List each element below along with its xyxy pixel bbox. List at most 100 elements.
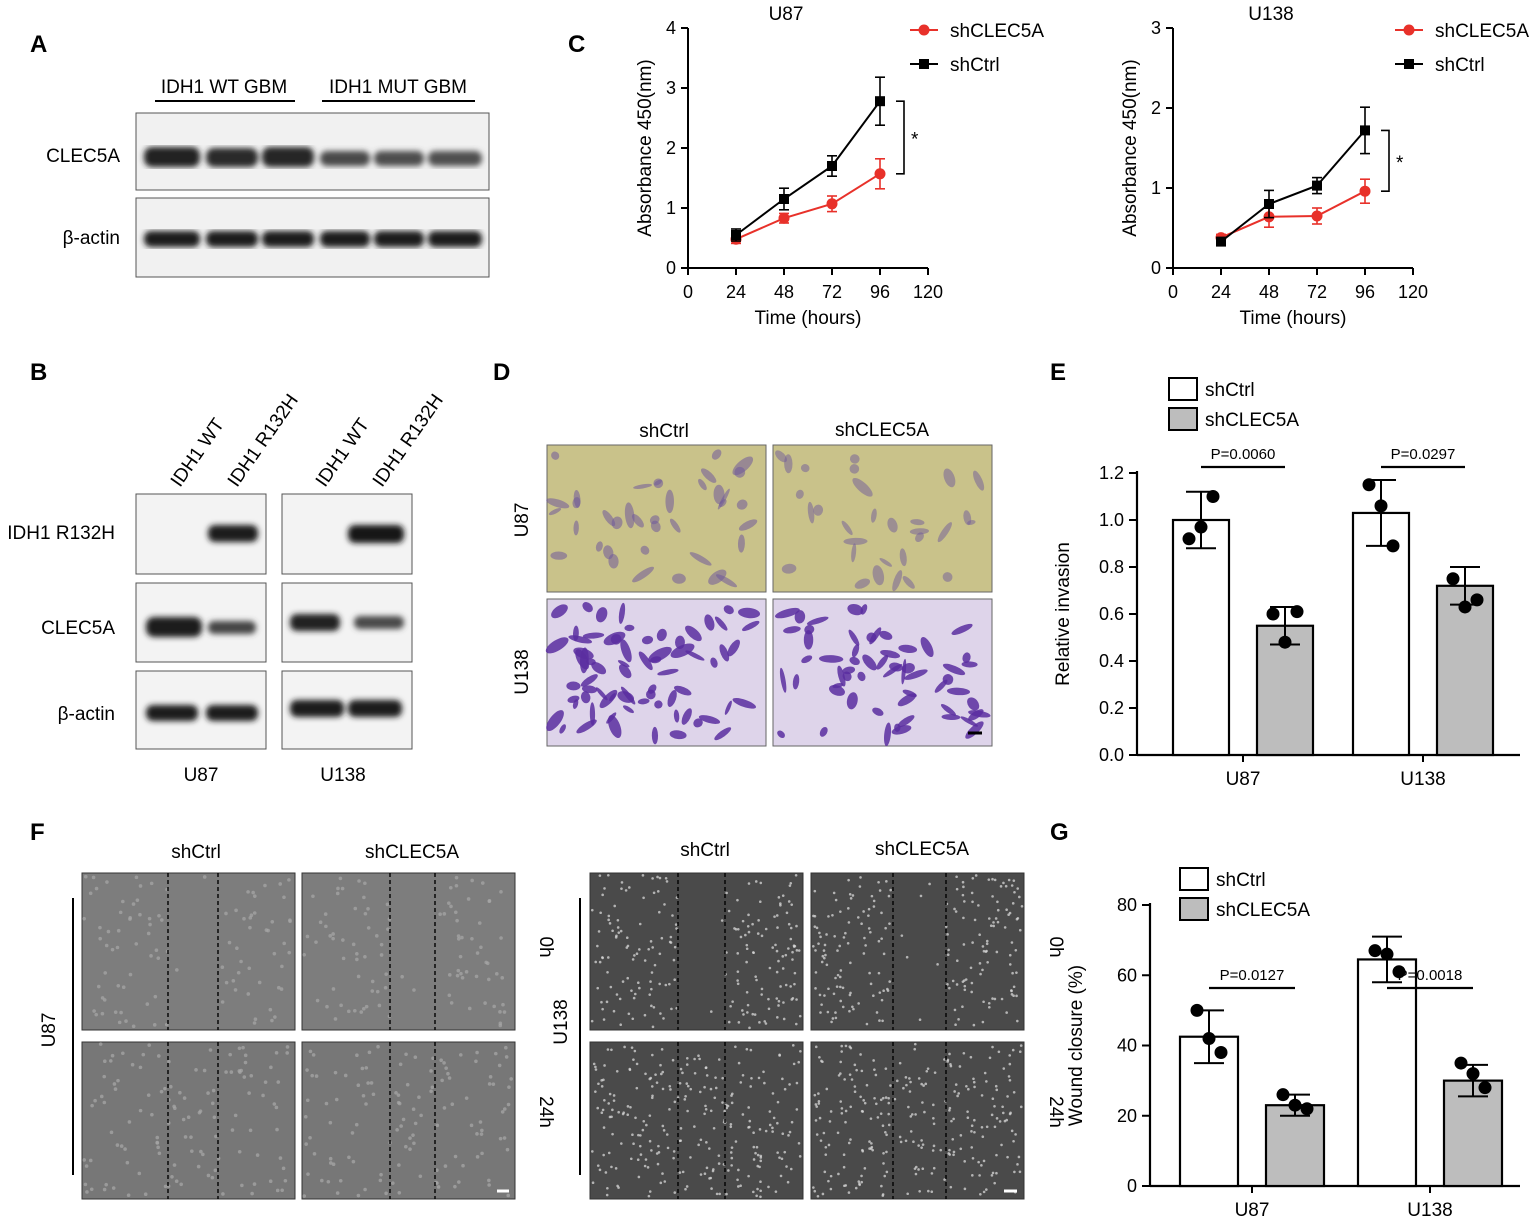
cell-speck [651, 1025, 655, 1029]
cell-speck [356, 1193, 361, 1198]
cell-speck [951, 979, 955, 983]
stained-cell [879, 558, 893, 567]
cell-speck [656, 875, 659, 879]
stained-cell [892, 570, 903, 592]
cell-speck [717, 1058, 721, 1061]
cell-speck [220, 965, 225, 970]
cell-speck [285, 1051, 289, 1055]
stained-cell [632, 566, 654, 583]
cell-speck [442, 912, 447, 916]
cell-speck [1015, 971, 1018, 974]
cell-speck [208, 1048, 213, 1052]
cell-speck [795, 949, 799, 952]
cell-speck [990, 1113, 994, 1117]
cell-speck [747, 1174, 750, 1178]
cell-speck [641, 874, 645, 877]
cell-speck [970, 1124, 974, 1128]
y-tick-label: 20 [1117, 1106, 1137, 1126]
cell-speck [155, 1140, 160, 1145]
cell-speck [844, 1109, 848, 1113]
x-axis-label: Time (hours) [1240, 308, 1347, 329]
cell-speck [398, 1062, 403, 1067]
cell-speck [885, 1133, 888, 1137]
cell-speck [826, 1010, 830, 1014]
cell-speck [637, 1175, 641, 1179]
cell-speck [266, 928, 270, 933]
cell-speck [1012, 985, 1016, 989]
cell-speck [328, 934, 332, 938]
data-point-shCtrl [1312, 180, 1322, 191]
cell-speck [341, 938, 345, 942]
stained-cell [795, 489, 804, 499]
replicate-point [1276, 1088, 1290, 1102]
cell-speck [659, 1012, 662, 1015]
cell-speck [836, 1131, 840, 1135]
cell-speck [356, 974, 361, 979]
cell-speck [619, 1023, 623, 1027]
micrograph-f [301, 1041, 516, 1200]
cell-speck [110, 947, 115, 952]
cell-speck [311, 894, 315, 899]
cell-speck [638, 1144, 642, 1148]
cell-speck [411, 1107, 416, 1112]
cell-speck [860, 922, 863, 925]
cell-speck [713, 1096, 717, 1100]
cell-speck [331, 932, 335, 936]
cell-speck [939, 1148, 943, 1152]
stained-cell [672, 573, 686, 584]
stained-cell [669, 730, 687, 740]
cell-speck [759, 881, 763, 885]
cell-speck [961, 880, 965, 884]
stained-cell [710, 657, 718, 668]
cell-speck [922, 1084, 925, 1087]
cell-speck [798, 1014, 802, 1018]
stained-cell [595, 541, 603, 552]
cell-speck [404, 1052, 408, 1057]
cell-speck [997, 1050, 1001, 1054]
cell-speck [492, 1004, 496, 1009]
cell-speck [757, 919, 760, 922]
cell-speck [268, 1007, 273, 1012]
x-tick-label: 48 [774, 282, 794, 302]
cell-speck [791, 950, 794, 954]
cell-speck [763, 1081, 766, 1085]
cell-speck [591, 1150, 594, 1153]
cell-speck [887, 1123, 891, 1127]
cell-speck [882, 989, 885, 993]
cell-speck [1009, 1111, 1012, 1115]
cell-speck [272, 1102, 277, 1106]
cell-speck [88, 891, 93, 896]
cell-speck [839, 1072, 842, 1075]
blot-a-row-actin: β-actin [63, 228, 120, 249]
cell-speck [253, 894, 257, 898]
cell-speck [1013, 890, 1016, 894]
cell-speck [668, 1084, 672, 1088]
stained-cell [550, 551, 568, 560]
cell-speck [626, 1113, 630, 1117]
cell-speck [907, 1105, 910, 1109]
cell-speck [649, 940, 653, 943]
cell-speck [138, 1108, 143, 1113]
cell-speck [672, 1156, 675, 1160]
cell-speck [418, 1174, 423, 1179]
cell-speck [781, 894, 785, 897]
cell-speck [793, 982, 796, 986]
cell-speck [855, 1068, 858, 1072]
panel-f-u87-col-shclec5a: shCLEC5A [365, 842, 459, 863]
cell-speck [785, 911, 789, 915]
cell-speck [243, 1060, 248, 1065]
cell-speck [994, 1084, 998, 1088]
cell-speck [173, 1106, 177, 1111]
cell-speck [709, 1109, 713, 1113]
cell-speck [242, 1075, 247, 1079]
replicate-point [1380, 947, 1394, 961]
stained-cell [566, 681, 581, 691]
cell-speck [834, 1011, 837, 1014]
cell-speck [736, 982, 740, 986]
cell-speck [884, 926, 887, 930]
stained-cell [876, 655, 889, 670]
cell-speck [278, 1156, 283, 1160]
panel-d-row-u138: U138 [512, 649, 533, 694]
cell-speck [115, 1143, 120, 1147]
cell-speck [963, 988, 967, 992]
